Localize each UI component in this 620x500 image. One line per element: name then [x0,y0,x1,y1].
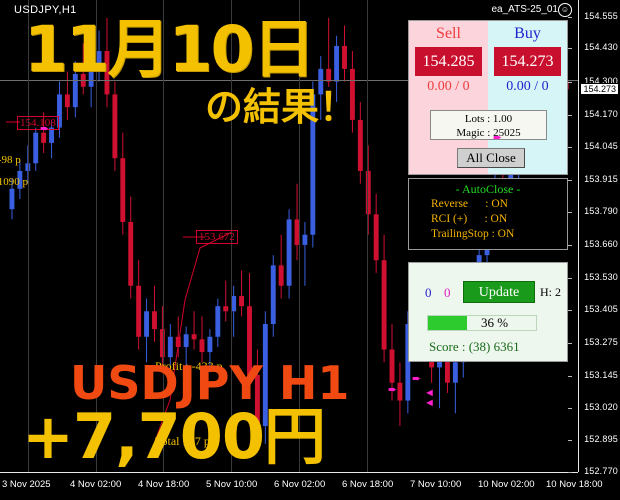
price-tick-mark [568,472,572,473]
time-tick-label: 4 Nov 18:00 [138,479,190,490]
lots-label: Lots : 1.00 [464,113,513,125]
chart-symbol-label: USDJPY,H1 [14,4,77,16]
price-tick-label: 154.045 [584,140,618,151]
update-button[interactable]: Update [463,281,535,303]
time-tick-label: 3 Nov 2025 [2,479,51,490]
overlay-pair-text: USDJPY H1 [70,356,350,410]
time-tick-label: 6 Nov 02:00 [274,479,326,490]
overlay-amount-text: +7,700円 [22,400,326,473]
price-tick-mark [568,211,572,213]
total-left-label: : 1090 p [0,176,29,188]
session-separator [28,0,29,472]
session-separator [231,0,232,472]
time-tick-label: 5 Nov 10:00 [206,479,258,490]
overlay-date-text: 11月10日 [24,13,315,86]
autoclose-title: - AutoClose - [455,182,521,196]
price-tick-label: 153.405 [584,303,618,314]
price-tick-mark [568,278,572,280]
price-tick-label: 153.790 [584,205,618,216]
lots-magic-box[interactable]: Lots : 1.00 Magic : 25025 [430,110,547,140]
autoclose-panel: - AutoClose - Reverse : ON RCI (+) : ON … [408,178,568,250]
overlay-result-text: の結果！ [205,85,358,129]
counter-b-label: 0 [444,285,451,300]
trade-arrow-icon: ◄ [424,397,435,409]
price-tick-mark [568,309,572,311]
price-tick-mark [568,179,572,181]
price-tick-label: 152.770 [584,466,618,476]
buy-volume-label: 0.00 / 0 [506,79,549,94]
price-tick-label: 153.660 [584,238,618,249]
price-axis-line [578,0,579,472]
price-tick-mark [568,48,572,50]
total-center-label: Total : 57 p [155,434,210,448]
time-tick-label: 4 Nov 02:00 [70,479,122,490]
price-tick-label: 154.430 [584,42,618,53]
price-tag-upper: 154.108 [17,116,59,130]
profit-left-label: : -98 p [0,154,21,166]
time-tick-label: 10 Nov 02:00 [478,479,535,490]
price-tick-label: 153.145 [584,370,618,381]
current-price-label: 154.273 [580,82,619,95]
price-tick-mark [568,146,572,148]
session-separator [96,0,97,472]
price-tick-label: 153.275 [584,337,618,348]
progress-bar-track [427,315,537,331]
autoclose-row-rci[interactable]: RCI (+) : ON [431,213,508,225]
counter-a-label: 0 [425,285,432,300]
trade-arrow-icon: ➨ [412,373,422,385]
price-tick-mark [568,114,572,116]
session-separator [367,0,368,472]
price-tick-label: 154.555 [584,10,618,21]
session-separator [163,0,164,472]
price-tick-label: 154.300 [584,75,618,86]
price-tick-mark [568,16,572,18]
h-value-label: H: 2 [540,285,561,299]
price-tick-label: 153.530 [584,272,618,283]
price-tick-mark [568,376,572,378]
price-tick-mark [568,408,572,410]
trade-arrow-icon: ◄ [424,387,435,399]
time-axis-line [0,472,578,473]
price-tick-mark [568,440,572,442]
score-label: Score : (38) 6361 [429,339,520,354]
progress-bar-fill [428,316,467,330]
price-tick-label: 153.915 [584,173,618,184]
price-axis[interactable]: 154.555 154.430 154.300 154.170 154.045 153.9… [568,0,620,476]
price-tick-label: 154.170 [584,108,618,119]
price-tick-mark [568,244,572,246]
price-tick-label: 153.020 [584,402,618,413]
price-tag-lower: 153.672 [196,230,238,244]
update-panel: 0 0 Update H: 2 36 % Score : (38) 6361 [408,262,568,362]
price-tick-mark [568,81,572,83]
profit-center-label: Profit : -433 p [155,359,223,373]
sell-price-button[interactable]: 154.285 [415,47,482,76]
all-close-button[interactable]: All Close [457,148,525,168]
pointer-arrow-icon: ➨ [493,132,503,144]
buy-title: Buy [514,25,541,42]
ea-name-label: ea_ATS-25_01 [491,4,558,15]
progress-percent-label: 36 % [481,315,509,330]
time-axis[interactable]: 3 Nov 2025 4 Nov 02:00 4 Nov 18:00 5 Nov 10… [0,474,620,500]
sell-volume-label: 0.00 / 0 [427,79,470,94]
time-tick-label: 10 Nov 18:00 [546,479,603,490]
autoclose-row-trailingstop[interactable]: TrailingStop : ON [431,228,515,240]
trade-arrow-icon: ➨ [388,384,398,396]
buy-price-button[interactable]: 154.273 [494,47,561,76]
trade-arrow-icon: ➨ [40,123,50,135]
price-tick-mark [568,343,572,345]
smiley-face-icon[interactable]: ☺ [558,3,572,17]
time-tick-label: 7 Nov 10:00 [410,479,462,490]
price-tick-label: 152.895 [584,434,618,445]
sell-title: Sell [436,25,461,42]
time-tick-label: 6 Nov 18:00 [342,479,394,490]
reference-line-horizontal [0,80,578,81]
autoclose-row-reverse[interactable]: Reverse : ON [431,198,508,210]
magic-label: Magic : 25025 [456,127,521,139]
session-separator [299,0,300,472]
